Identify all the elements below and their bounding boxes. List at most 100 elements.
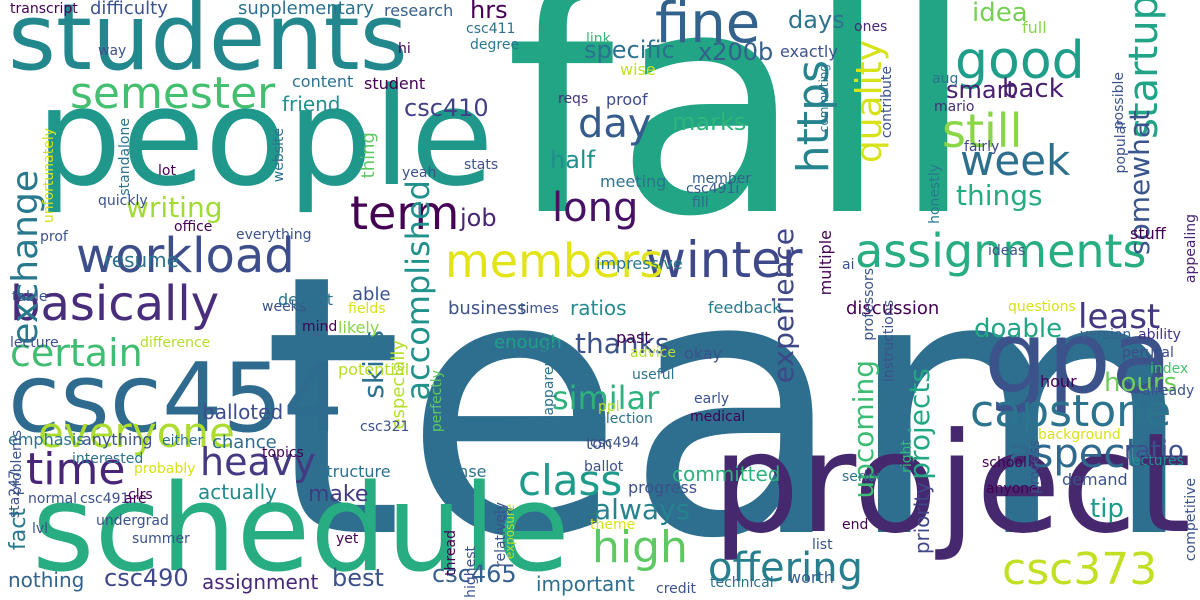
cloud-word-normal: normal (28, 491, 78, 507)
cloud-word-stuff: stuff (1130, 224, 1166, 243)
cloud-word-idea: idea (972, 0, 1028, 28)
cloud-word-apparently: apparently (541, 340, 557, 416)
cloud-word-thing: thing (358, 132, 379, 179)
cloud-word-instructions: instructions (881, 300, 897, 382)
cloud-word-resume: resume (104, 248, 179, 272)
cloud-word-past: past (616, 328, 651, 347)
cloud-word-difficulty: difficulty (90, 0, 168, 19)
cloud-word-transcript: transcript (10, 1, 78, 17)
cloud-word-process: process (1027, 440, 1043, 494)
cloud-word-degree: degree (470, 37, 520, 53)
cloud-word-x200b: x200b (698, 38, 774, 66)
cloud-word-multiple: multiple (816, 230, 835, 296)
cloud-word-csc321: csc321 (360, 419, 410, 435)
cloud-word-actually: actually (198, 480, 277, 504)
cloud-word-topics: topics (262, 445, 304, 461)
cloud-word-assignment: assignment (202, 570, 319, 594)
cloud-word-class: class (518, 456, 623, 505)
cloud-word-perusal: perusal (1122, 345, 1174, 361)
cloud-word-members: members (445, 234, 664, 288)
cloud-word-csc454: csc454 (8, 344, 344, 454)
cloud-word-csc465: csc465 (432, 560, 517, 588)
cloud-word-csc411: csc411 (466, 21, 516, 37)
cloud-word-okay: okay (684, 344, 723, 363)
cloud-word-exchange: exchange (5, 170, 46, 345)
cloud-word-marks: marks (672, 108, 747, 136)
cloud-word-fairly: fairly (964, 139, 1000, 155)
cloud-word-capstone: capstone (970, 386, 1172, 437)
cloud-word-perfectly: perfectly (429, 370, 445, 433)
cloud-word-anyone: anyone (986, 481, 1038, 497)
cloud-word-background: background (1038, 427, 1121, 443)
cloud-word-index: index (1150, 361, 1189, 377)
cloud-word-content: content (292, 72, 354, 91)
cloud-word-end: end (842, 517, 869, 533)
cloud-word-lvl: lvl (32, 521, 49, 537)
cloud-word-likely: likely (338, 318, 380, 337)
cloud-word-ability: ability (1138, 327, 1181, 343)
cloud-word-highest: highest (463, 546, 479, 598)
cloud-word-csc494: csc494 (590, 435, 640, 451)
cloud-word-specific: specific (584, 36, 675, 64)
cloud-word-assignments: assignments (855, 224, 1147, 278)
cloud-word-time: time (26, 444, 126, 495)
cloud-word-table: table (12, 289, 48, 305)
cloud-word-office: office (174, 219, 213, 235)
cloud-word-wise: wise (620, 60, 656, 79)
cloud-word-balloted: balloted (202, 400, 284, 424)
cloud-word-member: member (692, 171, 752, 187)
cloud-word-prof: prof (40, 229, 68, 245)
cloud-word-least: least (1078, 297, 1161, 337)
cloud-word-offering: offering (708, 545, 863, 591)
cloud-word-everyone: everyone (38, 408, 235, 457)
cloud-word-contribute: contribute (879, 66, 895, 139)
cloud-word-lectures: lectures (1128, 453, 1184, 469)
cloud-word-certain: certain (10, 331, 143, 375)
cloud-word-csc373: csc373 (1002, 544, 1158, 595)
cloud-word-potential: potential (338, 360, 410, 379)
cloud-word-term: term (350, 186, 460, 240)
cloud-word-especially: especially (388, 340, 409, 430)
cloud-word-school: school (982, 455, 1027, 471)
cloud-word-either: either (162, 433, 204, 449)
cloud-word-selection: selection (590, 411, 653, 427)
cloud-word-schedule: schedule (32, 460, 570, 599)
cloud-word-ones: ones (854, 19, 888, 35)
cloud-word-medical: medical (690, 409, 746, 425)
cloud-word-thanks: thanks (575, 327, 670, 360)
cloud-word-professors: professors (861, 268, 877, 341)
cloud-word-workload: workload (76, 228, 295, 284)
cloud-word-project: project (712, 403, 1191, 564)
cloud-word-hour: hour (1040, 372, 1077, 391)
cloud-word-way: way (98, 43, 127, 59)
cloud-word-always: always (594, 493, 691, 526)
cloud-word-exactly: exactly (780, 42, 838, 61)
cloud-word-csc490: csc490 (104, 564, 189, 592)
cloud-word-csc491: csc491 (80, 491, 130, 507)
cloud-word-thread: thread (443, 530, 459, 576)
cloud-word-stats: stats (464, 157, 499, 173)
cloud-word-right: right (899, 440, 915, 473)
cloud-word-anything: anything (82, 430, 153, 449)
cloud-word-aug: aug (932, 71, 959, 87)
cloud-word-decent: decent (278, 290, 334, 309)
cloud-word-enough: enough (494, 332, 562, 353)
cloud-word-mind: mind (302, 319, 338, 335)
cloud-word-full: full (1022, 18, 1047, 37)
cloud-word-best: best (332, 564, 384, 592)
cloud-word-serious: serious (842, 469, 893, 485)
cloud-word-writing: writing (126, 191, 223, 224)
cloud-word-times: times (520, 301, 559, 317)
cloud-word-people: people (36, 59, 494, 216)
cloud-word-problems: problems (9, 430, 25, 496)
cloud-word-fall: fall (505, 0, 977, 285)
cloud-word-are: are (124, 491, 147, 507)
cloud-word-week: week (960, 136, 1071, 185)
cloud-word-make: make (308, 482, 369, 507)
cloud-word-fill: fill (692, 195, 709, 211)
cloud-word-basically: basically (10, 276, 220, 332)
cloud-word-fields: fields (348, 301, 386, 317)
cloud-word-quickly: quickly (98, 193, 148, 209)
cloud-word-sense: sense (440, 462, 487, 481)
cloud-word-impressive: impressive (596, 254, 683, 273)
